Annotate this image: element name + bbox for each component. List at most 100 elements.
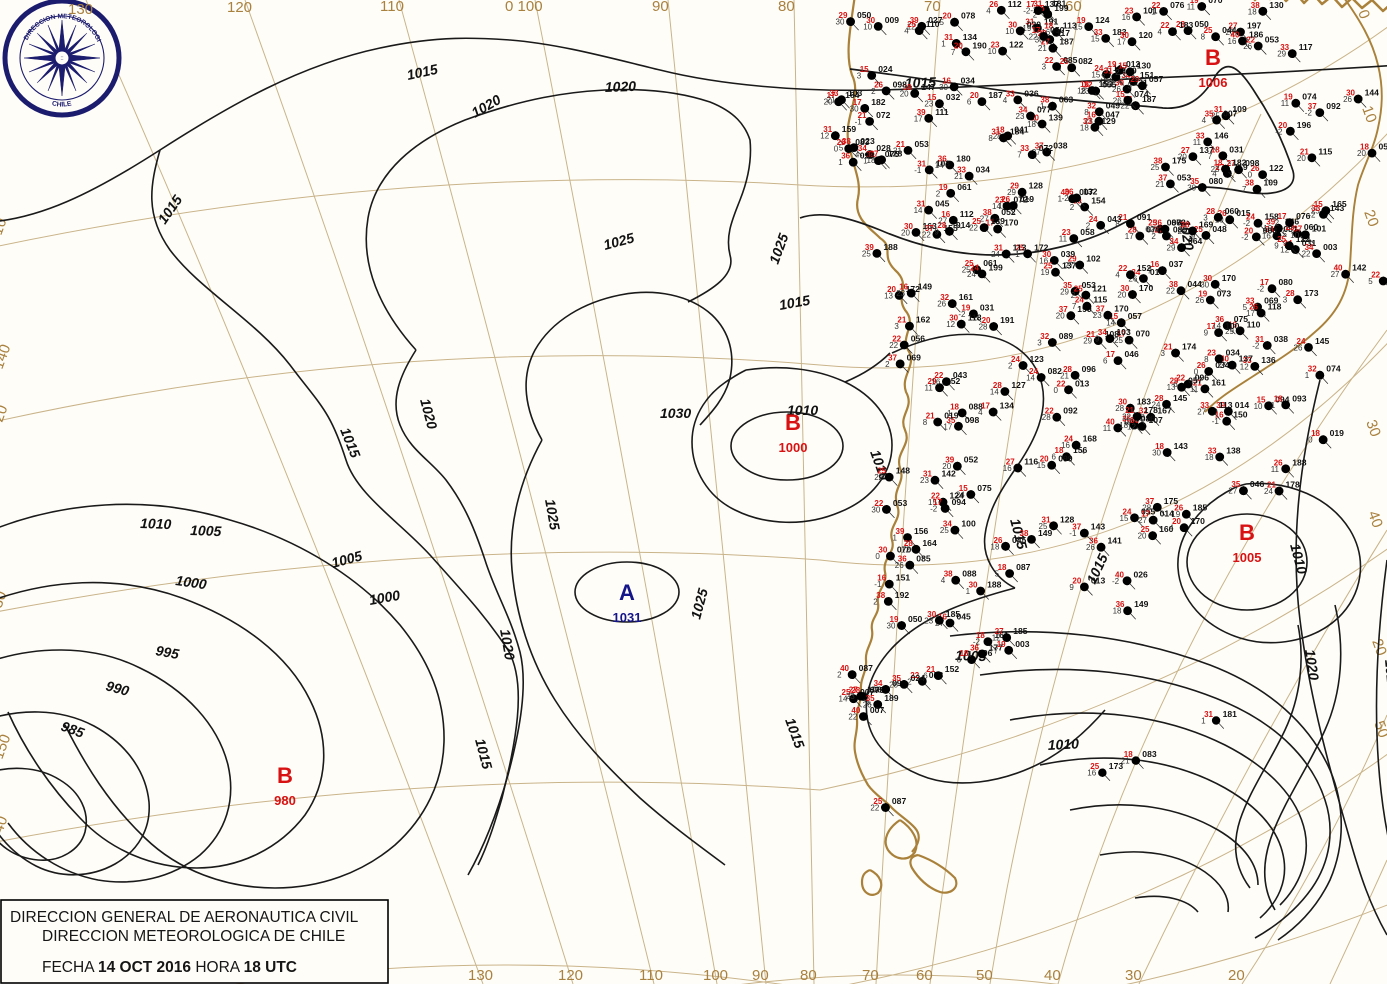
- svg-text:20: 20: [1357, 149, 1366, 158]
- svg-text:-1: -1: [1212, 417, 1220, 426]
- svg-text:12: 12: [1127, 422, 1136, 431]
- svg-text:075: 075: [977, 483, 992, 493]
- svg-text:17: 17: [1117, 38, 1126, 47]
- svg-text:034: 034: [961, 75, 976, 85]
- svg-text:031: 031: [1229, 144, 1244, 154]
- svg-text:9: 9: [1204, 329, 1209, 338]
- svg-text:096: 096: [1082, 364, 1097, 374]
- svg-text:20: 20: [1056, 312, 1065, 321]
- svg-text:149: 149: [918, 282, 933, 292]
- svg-text:22: 22: [889, 341, 898, 350]
- svg-text:113: 113: [1219, 400, 1233, 410]
- svg-text:144: 144: [1365, 88, 1380, 98]
- svg-text:100: 100: [1225, 321, 1240, 331]
- svg-text:1005: 1005: [1233, 550, 1262, 565]
- svg-text:164: 164: [922, 538, 937, 548]
- svg-text:189: 189: [884, 693, 899, 703]
- svg-text:70: 70: [924, 0, 941, 15]
- svg-text:055: 055: [1379, 142, 1387, 152]
- svg-text:121: 121: [1092, 284, 1107, 294]
- svg-text:026: 026: [1134, 569, 1149, 579]
- svg-text:032: 032: [946, 92, 961, 102]
- svg-text:22: 22: [1122, 413, 1131, 422]
- svg-text:20: 20: [1297, 154, 1306, 163]
- svg-text:40: 40: [1044, 967, 1061, 984]
- svg-text:009: 009: [885, 15, 900, 25]
- svg-text:11: 11: [1187, 3, 1196, 12]
- svg-text:27: 27: [1331, 270, 1340, 279]
- svg-text:1: 1: [1201, 717, 1206, 726]
- svg-text:103: 103: [1116, 327, 1131, 337]
- svg-text:8: 8: [988, 134, 993, 143]
- svg-text:072: 072: [1039, 143, 1054, 153]
- svg-text:190: 190: [972, 40, 987, 50]
- svg-text:-2: -2: [1257, 285, 1265, 294]
- svg-text:180: 180: [956, 154, 971, 164]
- svg-text:141: 141: [1108, 536, 1123, 546]
- svg-text:056: 056: [911, 334, 926, 344]
- svg-text:143: 143: [1174, 441, 1189, 451]
- svg-text:DIRECCION GENERAL DE AERONAUTI: DIRECCION GENERAL DE AERONAUTICA CIVIL: [10, 909, 359, 926]
- svg-text:22: 22: [1302, 250, 1311, 259]
- svg-text:127: 127: [1011, 380, 1026, 390]
- svg-text:8: 8: [1201, 33, 1206, 42]
- svg-text:21: 21: [1060, 371, 1069, 380]
- svg-text:18: 18: [991, 542, 1000, 551]
- svg-text:2: 2: [1071, 291, 1076, 300]
- svg-text:3: 3: [1042, 63, 1047, 72]
- svg-text:188: 188: [883, 242, 898, 252]
- svg-text:21: 21: [827, 96, 836, 105]
- svg-text:118: 118: [968, 313, 982, 323]
- svg-text:161: 161: [1211, 377, 1226, 387]
- svg-text:0: 0: [1308, 436, 1313, 445]
- svg-text:080: 080: [1209, 176, 1224, 186]
- svg-text:034: 034: [976, 165, 991, 175]
- svg-text:-1: -1: [1069, 529, 1077, 538]
- svg-text:30: 30: [871, 505, 880, 514]
- svg-text:007: 007: [870, 705, 885, 715]
- svg-text:034: 034: [1226, 347, 1241, 357]
- svg-text:9: 9: [1069, 583, 1074, 592]
- svg-text:039: 039: [1061, 249, 1076, 259]
- svg-text:27: 27: [1228, 487, 1237, 496]
- svg-text:192: 192: [895, 590, 910, 600]
- svg-text:094: 094: [952, 497, 967, 507]
- svg-text:26: 26: [1086, 543, 1095, 552]
- svg-text:100: 100: [961, 519, 976, 529]
- svg-text:043: 043: [1107, 214, 1122, 224]
- svg-text:7: 7: [951, 48, 956, 57]
- svg-text:29: 29: [1083, 337, 1092, 346]
- svg-text:10: 10: [1005, 27, 1014, 36]
- svg-text:25: 25: [940, 526, 949, 535]
- svg-text:137: 137: [1199, 145, 1214, 155]
- svg-text:199: 199: [989, 262, 1004, 272]
- svg-text:11: 11: [1271, 465, 1280, 474]
- svg-text:10: 10: [988, 47, 997, 56]
- svg-text:128: 128: [1029, 181, 1044, 191]
- svg-text:980: 980: [274, 793, 296, 808]
- svg-text:087: 087: [1016, 562, 1031, 572]
- svg-text:115: 115: [1318, 146, 1332, 156]
- svg-text:120: 120: [558, 967, 583, 984]
- svg-text:052: 052: [964, 455, 979, 465]
- svg-text:18: 18: [1080, 123, 1089, 132]
- svg-text:139: 139: [991, 216, 1006, 226]
- svg-text:145: 145: [1173, 393, 1188, 403]
- svg-text:1005: 1005: [190, 522, 222, 539]
- svg-text:5: 5: [995, 570, 1000, 579]
- svg-text:103: 103: [936, 158, 951, 168]
- svg-text:064: 064: [1188, 236, 1203, 246]
- svg-text:019: 019: [1330, 428, 1345, 438]
- svg-text:30: 30: [939, 83, 948, 92]
- svg-text:9: 9: [1095, 335, 1100, 344]
- svg-text:26: 26: [1113, 96, 1122, 105]
- svg-text:101: 101: [1143, 5, 1158, 15]
- svg-text:142: 142: [942, 469, 957, 479]
- svg-text:188: 188: [1292, 457, 1307, 467]
- svg-text:1: 1: [893, 534, 898, 543]
- svg-text:134: 134: [1000, 401, 1015, 411]
- svg-text:1000: 1000: [779, 440, 808, 455]
- svg-text:185: 185: [946, 609, 961, 619]
- svg-text:082: 082: [1078, 56, 1093, 66]
- svg-text:23: 23: [924, 100, 933, 109]
